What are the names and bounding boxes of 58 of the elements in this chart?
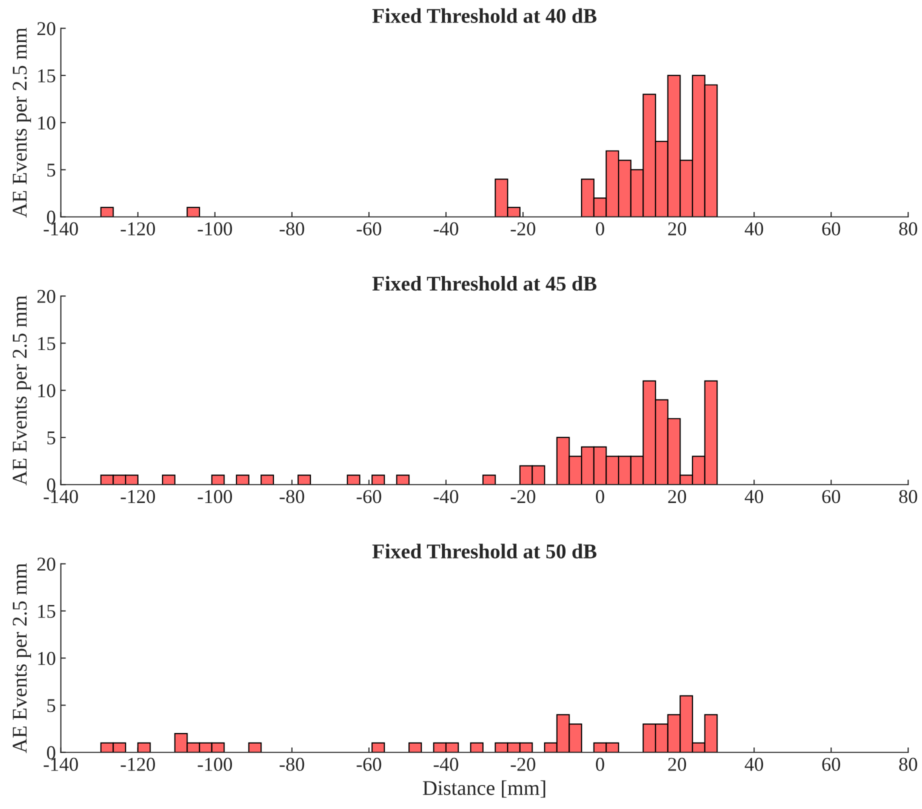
x-tick-label: -140	[44, 758, 78, 771]
y-tick-label: 5	[47, 164, 56, 177]
y-tick-label: 20	[37, 290, 56, 303]
y-tick-label: 15	[38, 604, 56, 618]
x-tick-label: -40	[434, 222, 458, 236]
x-tick-label: -120	[120, 490, 155, 504]
x-tick-label: -40	[434, 490, 458, 504]
x-tick-label: 20	[668, 758, 686, 771]
x-tick-label: 0	[596, 222, 604, 236]
x-tick-label: -60	[356, 490, 382, 504]
x-tick-label: -140	[44, 222, 78, 236]
x-tick-label: 60	[822, 490, 840, 504]
x-tick-label: 80	[899, 758, 918, 771]
x-tick-label: -40	[434, 758, 458, 771]
y-tick-label: 5	[47, 699, 56, 712]
x-tick-label: -80	[280, 490, 304, 504]
x-tick-label: 0	[596, 490, 604, 504]
x-tick-label: -120	[120, 758, 155, 771]
x-tick-label: 40	[744, 490, 764, 504]
x-tick-label: 20	[668, 490, 686, 504]
chart-title: Fixed Threshold at 50 dB	[372, 544, 596, 558]
x-tick-label: -80	[280, 222, 304, 236]
x-tick-label: -80	[280, 758, 304, 771]
x-tick-label: -100	[198, 222, 232, 236]
y-tick-label: 10	[38, 116, 56, 130]
chart-title: Fixed Threshold at 45 dB	[372, 276, 596, 291]
x-tick-label: 80	[899, 222, 918, 236]
x-tick-label: -20	[510, 222, 536, 236]
y-tick-label: 0	[47, 210, 56, 224]
x-tick-label: 40	[744, 758, 764, 771]
x-tick-label: -20	[510, 758, 536, 771]
y-axis-title: AE Events per 2.5 mm	[12, 295, 31, 486]
x-tick-label: -100	[198, 758, 232, 771]
x-tick-label: -120	[120, 222, 155, 236]
y-axis-title: AE Events per 2.5 mm	[12, 563, 31, 754]
x-tick-label: -140	[44, 490, 78, 504]
chart-title: Fixed Threshold at 40 dB	[372, 8, 596, 23]
y-tick-label: 20	[37, 558, 56, 571]
x-tick-label: -60	[356, 222, 382, 236]
y-tick-label: 0	[47, 478, 56, 492]
x-tick-label: 40	[744, 222, 764, 236]
x-tick-label: -20	[510, 490, 536, 504]
y-tick-label: 20	[37, 22, 56, 36]
x-tick-label: 20	[668, 222, 686, 236]
x-tick-label: -100	[198, 490, 232, 504]
x-tick-label: 60	[822, 758, 840, 771]
x-tick-label: 60	[822, 222, 840, 236]
x-tick-label: 80	[899, 490, 918, 504]
y-tick-label: 5	[47, 431, 56, 444]
x-tick-label: 0	[596, 758, 604, 771]
y-tick-label: 10	[38, 652, 56, 666]
y-tick-label: 10	[38, 384, 56, 398]
y-tick-label: 15	[38, 337, 56, 350]
y-axis-title: AE Events per 2.5 mm	[12, 28, 31, 218]
x-axis-title: Distance [mm]	[422, 780, 546, 798]
y-tick-label: 15	[38, 69, 56, 82]
x-tick-label: -60	[356, 758, 382, 771]
y-tick-label: 0	[47, 746, 56, 760]
